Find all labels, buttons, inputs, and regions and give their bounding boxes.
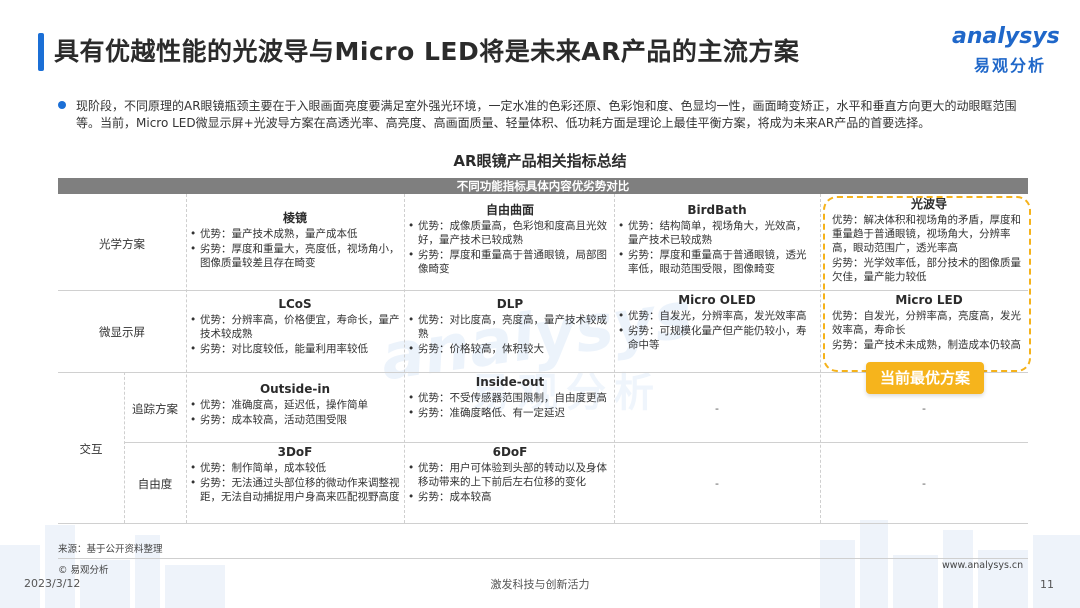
cell-inside-out: Inside-out 优势：不受传感器范围限制，自由度更高 劣势：准确度略低、有… <box>408 374 612 420</box>
cell-micro-led: Micro LED 优势：自发光，分辨率高，亮度高，发光效率高，寿命长 劣势：量… <box>832 292 1026 352</box>
slogan: 激发科技与创新活力 <box>490 578 590 591</box>
cell-heading: Inside-out <box>475 375 545 389</box>
cell-heading: LCoS <box>278 297 312 311</box>
analysys-logo: analysys 易观分析 <box>952 24 1064 80</box>
table-bottom-border <box>58 523 1028 524</box>
cell-empty: - <box>922 477 926 490</box>
cell-6dof: 6DoF 优势：用户可体验到头部的转动以及身体移动带来的上下前后左右位移的变化 … <box>408 444 612 504</box>
cell-disadvantage: 劣势：对比度较低，能量利用率较低 <box>190 342 400 356</box>
cell-heading: DLP <box>496 297 524 311</box>
cell-lcos: LCoS 优势：分辨率高，价格便宜，寿命长，量产技术较成熟 劣势：对比度较低，能… <box>190 296 400 356</box>
cell-freeform: 自由曲面 优势：成像质量高，色彩饱和度高且光效好，量产技术已较成熟 劣势：厚度和… <box>408 202 612 276</box>
cell-advantage: 优势：自发光，分辨率高，发光效率高 <box>618 309 816 323</box>
cell-heading: Outside-in <box>259 382 331 396</box>
cell-disadvantage: 劣势：光学效率低，部分技术的图像质量欠佳，量产能力较低 <box>832 257 1021 283</box>
city-skyline-decoration <box>0 520 1080 608</box>
website-url: www.analysys.cn <box>942 560 1024 571</box>
cell-disadvantage: 劣势：准确度略低、有一定延迟 <box>408 406 612 420</box>
intro-paragraph: 现阶段，不同原理的AR眼镜瓶颈主要在于入眼画面亮度要满足室外强光环境，一定水准的… <box>76 99 1017 130</box>
row-divider <box>58 290 1028 291</box>
footer-divider <box>58 558 1028 559</box>
cell-disadvantage: 劣势：成本较高，活动范围受限 <box>190 413 400 427</box>
cell-advantage: 优势：成像质量高，色彩饱和度高且光效好，量产技术已较成熟 <box>408 219 612 247</box>
cell-disadvantage: 劣势：厚度和重量大，亮度低，视场角小，图像质量较差且存在畸变 <box>190 242 400 270</box>
cell-empty: - <box>922 402 926 415</box>
cell-prism: 棱镜 优势：量产技术成熟，量产成本低 劣势：厚度和重量大，亮度低，视场角小，图像… <box>190 210 400 270</box>
best-solution-badge: 当前最优方案 <box>866 362 984 394</box>
cell-empty: - <box>715 402 719 415</box>
copyright: © 易观分析 <box>58 565 109 576</box>
row-label-optics: 光学方案 <box>99 237 145 251</box>
cell-heading: 6DoF <box>492 445 528 459</box>
cell-advantage: 优势：结构简单，视场角大，光效高，量产技术已较成熟 <box>618 219 816 247</box>
row-label-tracking: 追踪方案 <box>132 402 178 416</box>
column-divider <box>614 194 615 523</box>
cell-disadvantage: 劣势：可规模化量产但产能仍较小，寿命中等 <box>618 324 816 352</box>
cell-advantage: 优势：准确度高，延迟低，操作简单 <box>190 398 400 412</box>
cell-advantage: 优势：用户可体验到头部的转动以及身体移动带来的上下前后左右位移的变化 <box>408 461 612 489</box>
column-divider <box>404 194 405 523</box>
row-divider <box>58 372 1028 373</box>
cell-advantage: 优势：对比度高，亮度高，量产技术较成熟 <box>408 313 612 341</box>
cell-heading: Micro LED <box>895 293 963 307</box>
cell-disadvantage: 劣势：价格较高，体积较大 <box>408 342 612 356</box>
table-header: 不同功能指标具体内容优劣势对比 <box>58 178 1028 194</box>
page-title: 具有优越性能的光波导与Micro LED将是未来AR产品的主流方案 <box>54 37 800 66</box>
cell-disadvantage: 劣势：厚度和重量高于普通眼镜，局部图像畸变 <box>408 248 612 276</box>
cell-heading: 光波导 <box>910 197 947 211</box>
column-divider <box>186 194 187 523</box>
cell-disadvantage: 劣势：厚度和重量高于普通眼镜，透光率低，眼动范围受限，图像畸变 <box>618 248 816 276</box>
cell-advantage: 优势：解决体积和视场角的矛盾，厚度和重量趋于普通眼镜，视场角大，分辨率高，眼动范… <box>832 214 1021 254</box>
cell-disadvantage: 劣势：成本较高 <box>408 490 612 504</box>
logo-chinese: 易观分析 <box>974 56 1047 75</box>
cell-disadvantage: 劣势：无法通过头部位移的微动作来调整视距，无法自动捕捉用户身高来匹配视野高度 <box>190 476 400 504</box>
best-solution-highlight <box>823 196 1031 372</box>
cell-heading: BirdBath <box>687 203 747 217</box>
title-accent-bar <box>38 33 44 71</box>
source-note: 来源：基于公开资料整理 <box>58 544 163 555</box>
cell-micro-oled: Micro OLED 优势：自发光，分辨率高，发光效率高 劣势：可规模化量产但产… <box>618 292 816 352</box>
cell-heading: 自由曲面 <box>485 203 534 217</box>
column-divider <box>820 194 821 523</box>
cell-disadvantage: 劣势：量产技术未成熟，制造成本仍较高 <box>832 339 1021 351</box>
table-title: AR眼镜产品相关指标总结 <box>453 152 627 170</box>
row-label-interaction: 交互 <box>79 442 103 456</box>
cell-dlp: DLP 优势：对比度高，亮度高，量产技术较成熟 劣势：价格较高，体积较大 <box>408 296 612 356</box>
cell-heading: Micro OLED <box>678 293 756 307</box>
cell-outside-in: Outside-in 优势：准确度高，延迟低，操作简单 劣势：成本较高，活动范围… <box>190 381 400 427</box>
cell-birdbath: BirdBath 优势：结构简单，视场角大，光效高，量产技术已较成熟 劣势：厚度… <box>618 202 816 276</box>
cell-advantage: 优势：量产技术成熟，量产成本低 <box>190 227 400 241</box>
cell-advantage: 优势：制作简单，成本较低 <box>190 461 400 475</box>
cell-3dof: 3DoF 优势：制作简单，成本较低 劣势：无法通过头部位移的微动作来调整视距，无… <box>190 444 400 504</box>
row-label-display: 微显示屏 <box>99 325 145 339</box>
row-label-dof: 自由度 <box>137 477 173 491</box>
cell-waveguide: 光波导 优势：解决体积和视场角的矛盾，厚度和重量趋于普通眼镜，视场角大，分辨率高… <box>832 196 1026 284</box>
date: 2023/3/12 <box>24 577 81 590</box>
row-divider <box>124 442 1028 443</box>
cell-heading: 3DoF <box>277 445 313 459</box>
cell-advantage: 优势：不受传感器范围限制，自由度更高 <box>408 391 612 405</box>
cell-advantage: 优势：自发光，分辨率高，亮度高，发光效率高，寿命长 <box>832 310 1021 336</box>
bullet-icon <box>58 101 66 109</box>
page-number: 11 <box>1040 578 1054 591</box>
cell-empty: - <box>715 477 719 490</box>
cell-heading: 棱镜 <box>282 211 307 225</box>
logo-english: analysys <box>952 24 1060 49</box>
cell-advantage: 优势：分辨率高，价格便宜，寿命长，量产技术较成熟 <box>190 313 400 341</box>
column-divider <box>124 372 125 523</box>
